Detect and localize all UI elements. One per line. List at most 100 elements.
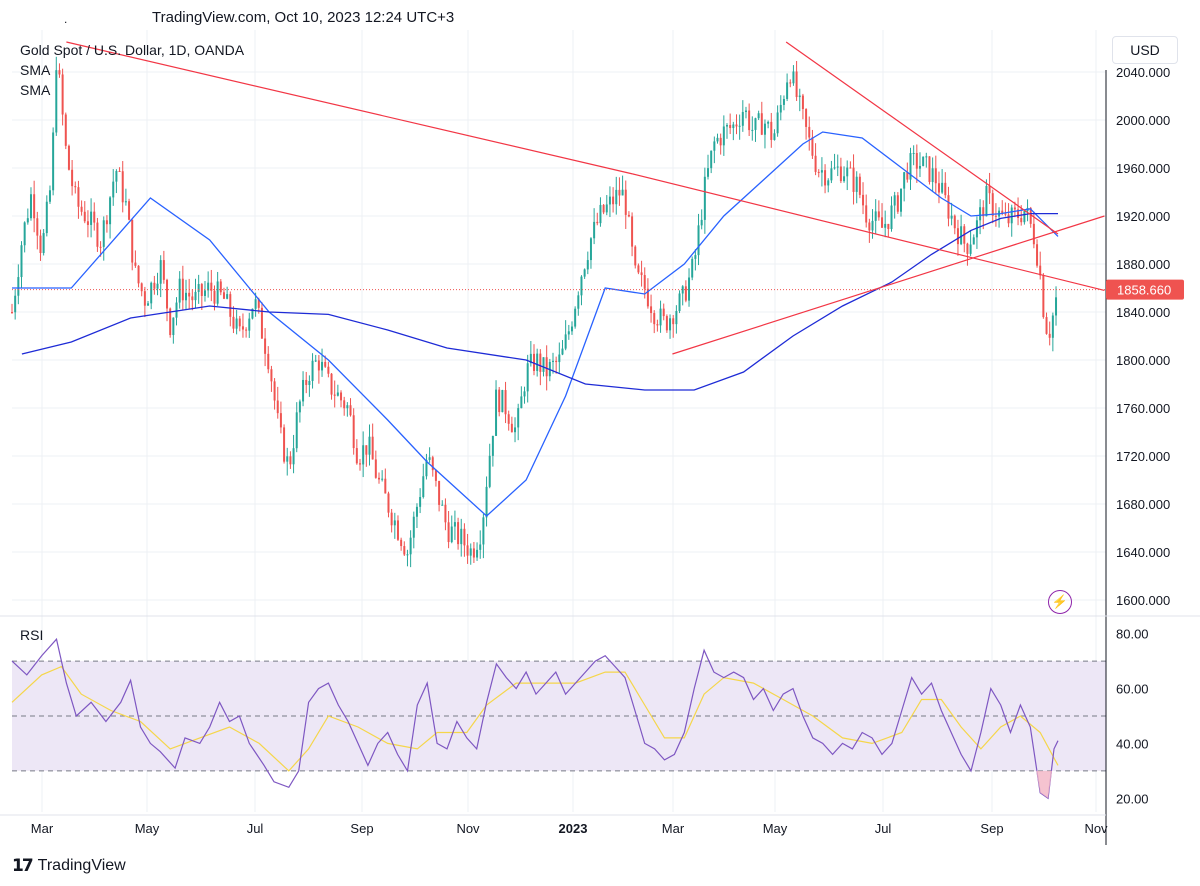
candle-body	[776, 112, 779, 134]
candle-body	[17, 277, 20, 296]
candle-body	[447, 522, 450, 543]
candle-body	[915, 153, 918, 169]
candle-body	[906, 172, 909, 180]
candle-body	[232, 316, 235, 329]
last-price-tag	[1106, 279, 1184, 300]
candle-body	[11, 312, 13, 313]
candle-body	[849, 167, 852, 169]
candle-body	[1051, 315, 1054, 338]
currency-button[interactable]: USD	[1112, 36, 1178, 64]
lightning-icon[interactable]: ⚡	[1048, 590, 1072, 614]
trendline	[672, 215, 1105, 355]
y-tick-label: 1800.000	[1116, 353, 1170, 368]
brand-name: TradingView	[37, 857, 126, 874]
candle-body	[501, 390, 504, 413]
candle-body	[39, 235, 42, 254]
y-tick-label: 1640.000	[1116, 545, 1170, 560]
candle-body	[245, 329, 248, 331]
candle-body	[20, 245, 23, 278]
candle-body	[368, 436, 371, 455]
candle-body	[551, 360, 554, 362]
candle-body	[137, 265, 140, 284]
candle-body	[972, 237, 975, 245]
candle-body	[564, 334, 567, 349]
candle-body	[115, 170, 118, 182]
candle-body	[665, 316, 668, 331]
candle-body	[596, 221, 599, 224]
candle-body	[112, 181, 115, 198]
candle-body	[874, 211, 877, 221]
candle-body	[71, 169, 74, 187]
candle-body	[64, 114, 67, 146]
x-tick-label: Nov	[1084, 821, 1108, 836]
rsi-band	[12, 660, 1106, 772]
candle-body	[1001, 210, 1004, 214]
candle-body	[422, 476, 425, 498]
candle-body	[466, 545, 469, 556]
y-tick-label: 1960.000	[1116, 161, 1170, 176]
candle-body	[912, 153, 915, 155]
candle-body	[507, 414, 510, 424]
candle-body	[555, 360, 558, 363]
candle-body	[438, 480, 441, 505]
candle-body	[419, 497, 422, 507]
candle-body	[251, 308, 254, 319]
candle-body	[194, 291, 197, 301]
rsi-indicator-label[interactable]: RSI	[20, 627, 44, 643]
candle-body	[839, 166, 842, 182]
candle-body	[561, 348, 564, 355]
candle-body	[741, 111, 744, 126]
candle-body	[298, 401, 301, 413]
candle-body	[542, 357, 545, 372]
candle-body	[134, 262, 137, 266]
candle-body	[669, 318, 672, 331]
candle-body	[327, 366, 330, 374]
candle-body	[950, 215, 953, 219]
candle-body	[74, 186, 77, 188]
sma-fast-line	[12, 131, 1059, 517]
candle-body	[773, 133, 776, 140]
candle-body	[824, 170, 827, 186]
header-dot: .	[64, 12, 68, 26]
candle-body	[295, 412, 298, 449]
candle-body	[1004, 213, 1007, 215]
indicator-sma-2[interactable]: SMA	[20, 82, 51, 98]
candle-body	[1036, 244, 1039, 266]
candle-body	[479, 544, 482, 550]
candle-body	[754, 118, 757, 130]
candle-body	[355, 448, 358, 464]
candle-body	[599, 204, 602, 224]
candle-body	[862, 194, 865, 206]
indicator-sma-1[interactable]: SMA	[20, 62, 51, 78]
rsi-tick-label: 80.00	[1116, 627, 1149, 642]
candle-body	[602, 204, 605, 213]
candle-body	[975, 220, 978, 238]
candle-body	[143, 291, 146, 306]
candle-body	[207, 282, 210, 291]
candle-body	[498, 389, 501, 413]
candle-body	[162, 260, 165, 280]
candle-body	[346, 405, 349, 409]
candle-body	[441, 504, 444, 506]
candle-body	[751, 129, 754, 131]
candle-body	[782, 99, 785, 105]
candle-body	[1007, 214, 1010, 224]
candle-body	[700, 219, 703, 226]
candle-body	[482, 517, 485, 545]
candle-body	[558, 354, 561, 363]
candle-body	[118, 170, 121, 172]
candle-body	[814, 155, 817, 172]
candle-body	[156, 283, 159, 289]
x-tick-label: Jul	[875, 821, 892, 836]
candle-body	[808, 126, 811, 138]
candle-body	[131, 219, 134, 263]
candle-body	[526, 363, 529, 392]
candle-body	[589, 238, 592, 261]
candle-body	[428, 457, 431, 460]
candle-body	[757, 113, 760, 119]
candle-body	[381, 478, 384, 480]
y-tick-label: 1840.000	[1116, 305, 1170, 320]
candle-body	[833, 167, 836, 169]
last-price-label: 1858.660	[1117, 283, 1171, 298]
